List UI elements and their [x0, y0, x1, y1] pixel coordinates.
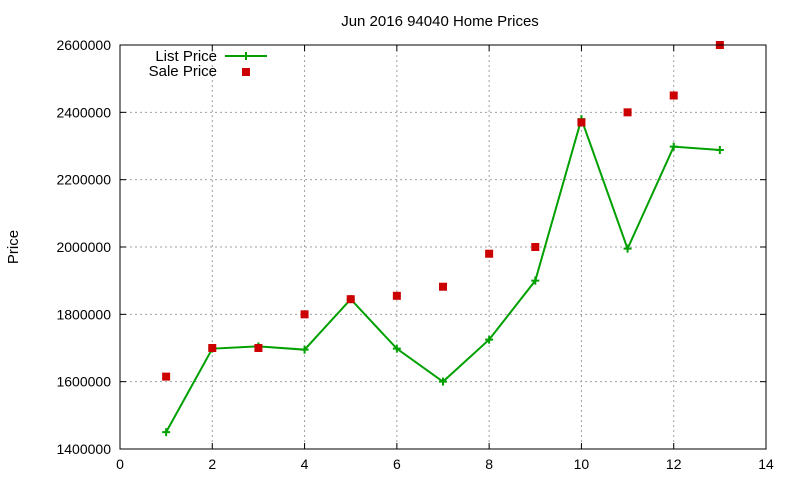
series-marks [162, 41, 724, 437]
x-tick-label: 10 [574, 456, 590, 472]
plot-frame [119, 44, 767, 450]
y-tick-label: 2400000 [56, 104, 111, 120]
list-price-point [392, 344, 401, 353]
sale-price-point [254, 344, 263, 352]
y-axis-label: Price [5, 230, 22, 264]
sale-price-point [623, 108, 632, 117]
list-price-point [715, 146, 724, 155]
list-price-point [669, 142, 678, 151]
legend-label-list-price: List Price [155, 48, 217, 65]
sale-price-point [531, 243, 540, 251]
grid-lines [120, 45, 766, 449]
y-tick-label: 1600000 [56, 374, 111, 390]
sale-price-point [577, 118, 586, 127]
y-tick-label: 2000000 [56, 239, 111, 255]
sale-price-point [162, 372, 171, 381]
y-tick-label: 2600000 [56, 37, 111, 53]
sale-price-point [669, 91, 678, 100]
list-price-point [162, 428, 171, 437]
list-price-point [623, 244, 632, 253]
legend-label-sale-price: Sale Price [149, 63, 217, 80]
chart-title: Jun 2016 94040 Home Prices [341, 13, 539, 30]
sale-price-point [208, 344, 217, 352]
sale-price-point [300, 310, 309, 319]
legend: List Price Sale Price [149, 48, 267, 80]
x-tick-label: 12 [666, 456, 682, 472]
legend-marker-list-price [242, 52, 250, 60]
list-price-point [485, 335, 494, 344]
x-tick-label: 14 [758, 456, 774, 472]
x-tick-label: 2 [208, 456, 216, 472]
x-tick-label: 8 [485, 456, 493, 472]
x-tick-label: 4 [301, 456, 309, 472]
y-tick-label: 1800000 [56, 306, 111, 322]
x-tick-label: 6 [393, 456, 401, 472]
y-tick-label: 1400000 [56, 441, 111, 457]
x-tick-label: 0 [116, 456, 124, 472]
sale-price-point [392, 291, 401, 300]
axis-ticks: 0 2 4 6 8 10 12 14 1400000 1600000 1800000 2000000 2… [56, 37, 774, 472]
y-tick-label: 2200000 [56, 172, 111, 188]
sale-price-point [439, 282, 447, 291]
sale-price-point [485, 249, 494, 258]
sale-price-point [346, 295, 355, 304]
list-price-point [439, 377, 447, 386]
list-price-point [531, 276, 540, 285]
list-price-point [300, 345, 309, 354]
legend-marker-sale-price [242, 68, 250, 76]
